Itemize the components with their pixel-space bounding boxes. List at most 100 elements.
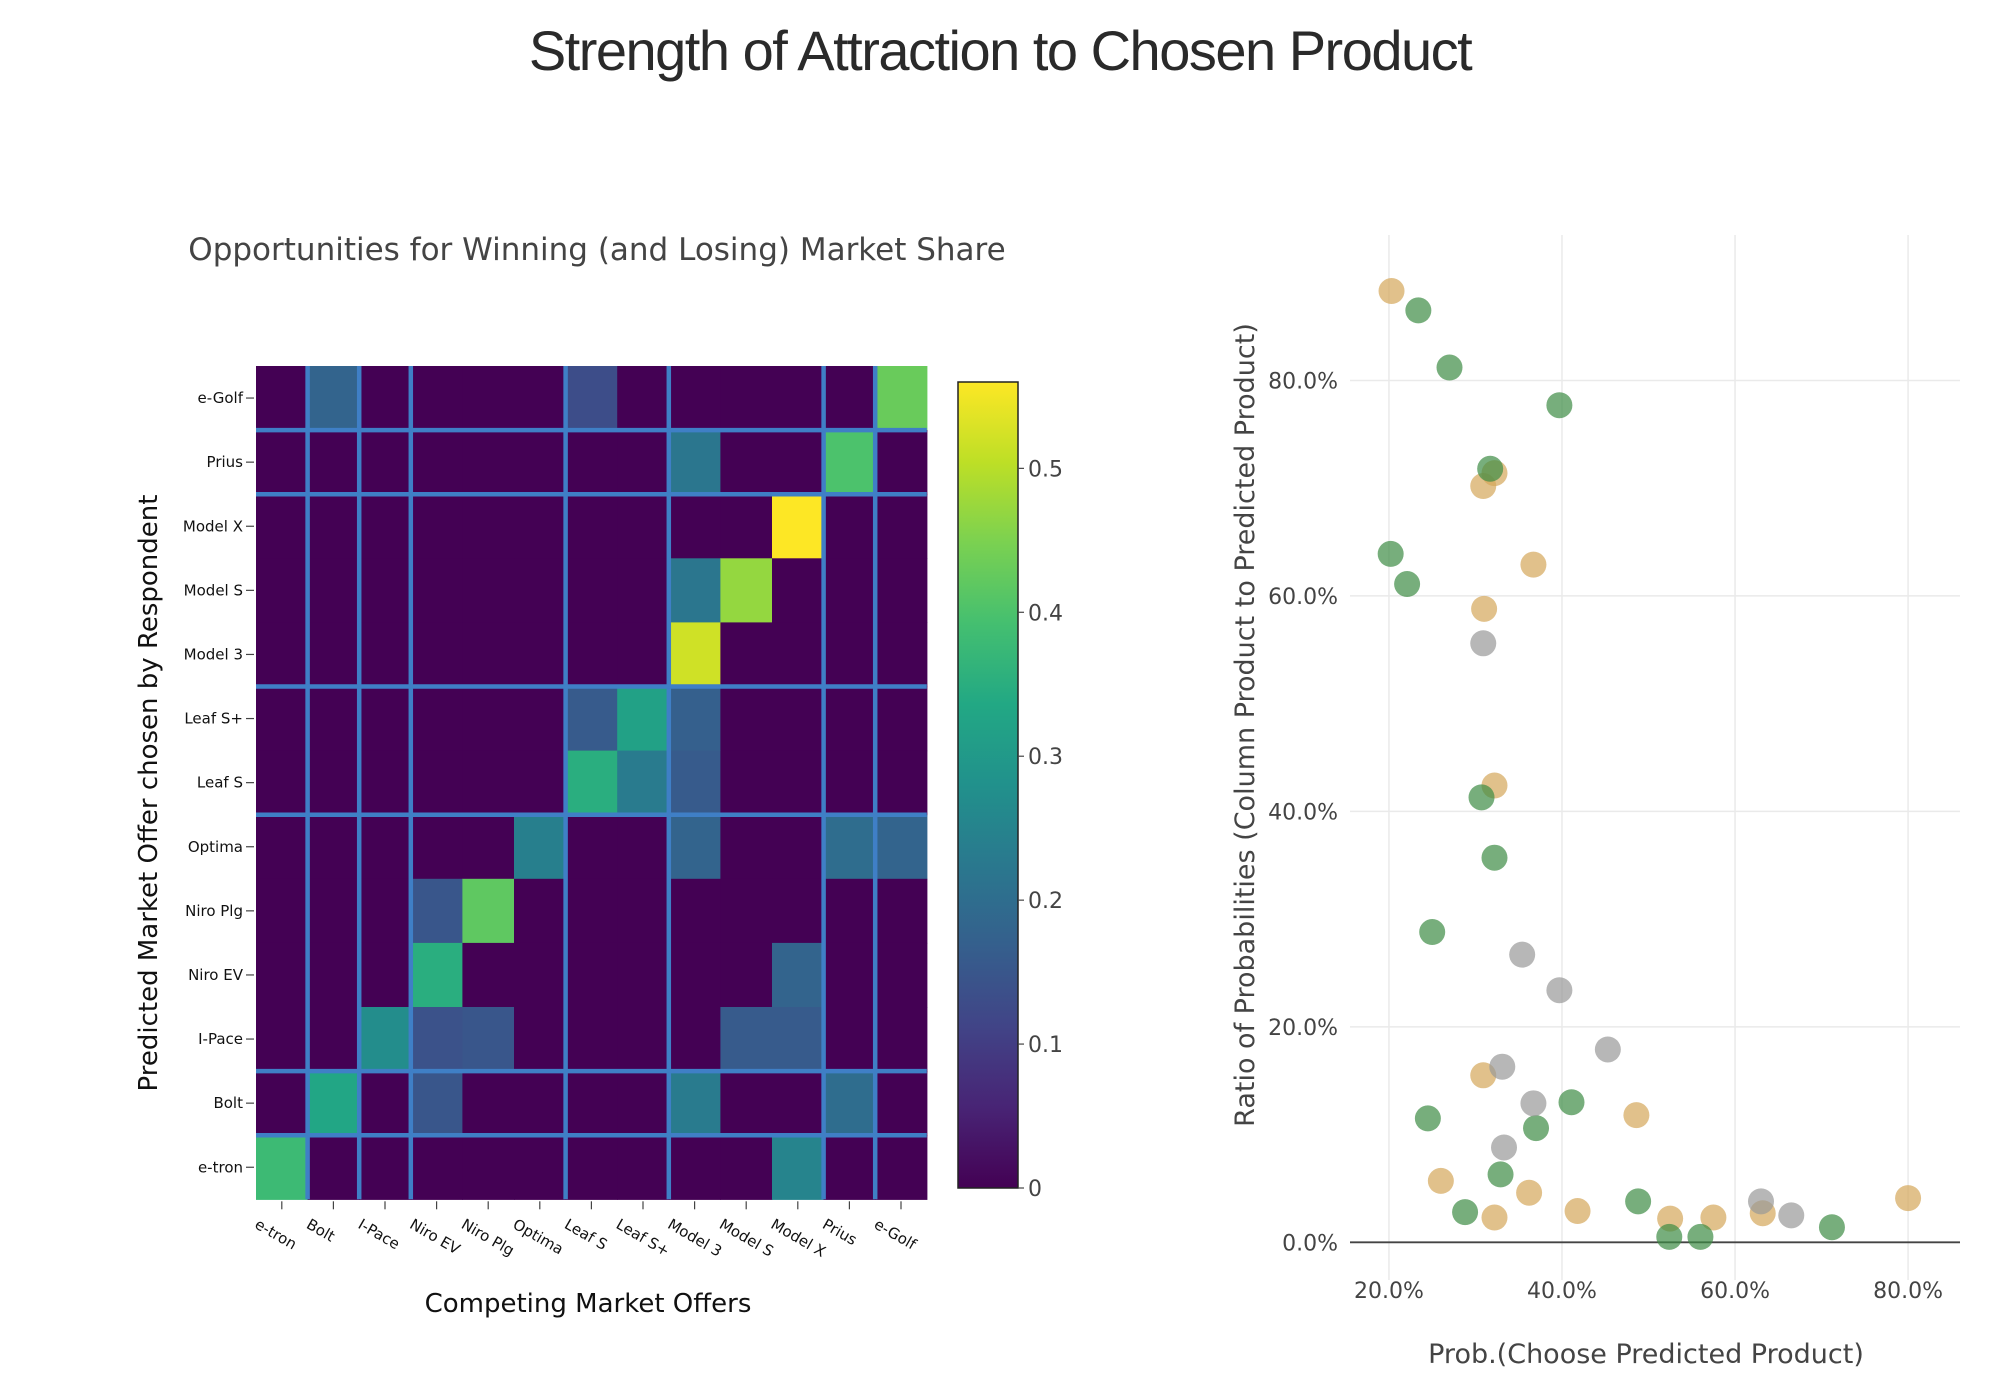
heatmap-y-ticks: e-Golf Prius Model X Model S Model 3 Leaf S+ L…: [183, 389, 254, 1176]
scatter-point: [1394, 571, 1421, 598]
heatmap-cell: [772, 686, 825, 752]
heatmap-cell: [565, 878, 618, 944]
heatmap-cell: [823, 686, 876, 752]
heatmap-cell: [514, 1135, 567, 1200]
heatmap-cell: [617, 878, 670, 944]
colorbar-tick-label: 0.3: [1028, 745, 1063, 770]
scatter-point: [1481, 1204, 1508, 1231]
scatter-y-tick-label: 60.0%: [1268, 585, 1338, 610]
heatmap-cell: [668, 878, 721, 944]
heatmap-x-tick-label: e-tron: [252, 1215, 300, 1253]
heatmap-cell: [565, 494, 618, 559]
heatmap-cell: [514, 1007, 567, 1072]
heatmap-cell: [462, 1135, 515, 1200]
heatmap-cell: [668, 1071, 721, 1136]
heatmap-cell: [256, 558, 309, 623]
heatmap-y-tick-label: Leaf S: [197, 774, 243, 792]
heatmap-cell: [668, 1135, 721, 1200]
heatmap-cell: [823, 814, 876, 880]
heatmap-cell: [565, 750, 618, 816]
scatter-points: [1377, 278, 1922, 1250]
heatmap-cell: [307, 366, 360, 431]
heatmap-x-tick-label: e-Golf: [871, 1215, 920, 1254]
heatmap-cell: [462, 1007, 515, 1072]
heatmap-cell: [307, 622, 360, 688]
scatter-point: [1436, 354, 1463, 381]
heatmap-cell: [256, 942, 309, 1008]
heatmap-cell: [772, 878, 825, 944]
heatmap-cell: [617, 750, 670, 816]
heatmap-cell: [307, 430, 360, 495]
heatmap-cell: [462, 750, 515, 816]
heatmap-cell: [514, 366, 567, 431]
scatter-point: [1623, 1102, 1650, 1129]
heatmap-cell: [617, 430, 670, 495]
scatter-y-ticks: 0.0% 20.0% 40.0% 60.0% 80.0%: [1268, 369, 1338, 1256]
heatmap-cell: [720, 1135, 773, 1200]
heatmap-cell: [307, 942, 360, 1008]
heatmap-cell: [307, 750, 360, 816]
heatmap-cell: [565, 686, 618, 752]
heatmap-cell: [617, 366, 670, 431]
heatmap-cell: [720, 942, 773, 1008]
scatter-point: [1471, 595, 1498, 622]
heatmap-cell: [565, 558, 618, 623]
heatmap-cell: [410, 814, 463, 880]
scatter-point: [1700, 1204, 1727, 1231]
scatter-point: [1558, 1089, 1585, 1116]
colorbar-tick-label: 0.1: [1028, 1033, 1063, 1058]
heatmap-cell: [410, 942, 463, 1008]
heatmap-cell: [307, 878, 360, 944]
scatter-point: [1481, 844, 1508, 871]
heatmap-cell: [359, 430, 412, 495]
heatmap-cell: [565, 1071, 618, 1136]
heatmap-cell: [410, 430, 463, 495]
heatmap-cell: [462, 366, 515, 431]
heatmap-cell: [772, 1007, 825, 1072]
heatmap-cell: [668, 750, 721, 816]
heatmap-y-tick-label: e-Golf: [198, 389, 244, 407]
scatter-y-tick-label: 0.0%: [1282, 1231, 1338, 1256]
heatmap-cell: [875, 1007, 928, 1072]
heatmap-cell: [668, 494, 721, 559]
heatmap-x-tick-label: Model 3: [665, 1215, 725, 1260]
colorbar-ticks: 0 0.1 0.2 0.3 0.4 0.5: [1018, 457, 1063, 1202]
heatmap-cell: [307, 814, 360, 880]
heatmap-cell: [617, 558, 670, 623]
heatmap-cell: [410, 686, 463, 752]
scatter-y-axis-label: Ratio of Probabilities (Column Product t…: [1230, 323, 1261, 1127]
heatmap-y-tick-label: Prius: [207, 453, 244, 471]
scatter-point: [1778, 1202, 1805, 1229]
heatmap-y-tick-label: e-tron: [198, 1158, 243, 1176]
colorbar-tick-label: 0.5: [1028, 457, 1063, 482]
heatmap-cell: [875, 494, 928, 559]
heatmap-cells: [256, 366, 928, 1200]
heatmap-cell: [410, 1135, 463, 1200]
heatmap-y-tick-label: Optima: [188, 838, 243, 856]
scatter-x-ticks: 20.0% 40.0% 60.0% 80.0%: [1354, 1279, 1943, 1304]
heatmap-cell: [307, 1071, 360, 1136]
heatmap-cell: [514, 558, 567, 623]
heatmap-cell: [307, 1007, 360, 1072]
heatmap-cell: [772, 622, 825, 688]
heatmap-cell: [565, 1007, 618, 1072]
heatmap-cell: [875, 686, 928, 752]
heatmap-cell: [462, 942, 515, 1008]
scatter-point: [1594, 1036, 1621, 1063]
heatmap-cell: [617, 942, 670, 1008]
scatter-point: [1523, 1115, 1550, 1142]
heatmap-cell: [256, 750, 309, 816]
heatmap-cell: [668, 366, 721, 431]
heatmap-cell: [307, 494, 360, 559]
heatmap-x-tick-label: Model X: [768, 1215, 829, 1261]
scatter-point: [1378, 278, 1405, 305]
heatmap-cell: [668, 686, 721, 752]
heatmap-y-tick-label: Niro Plg: [185, 902, 243, 920]
heatmap-cell: [359, 494, 412, 559]
heatmap-cell: [823, 878, 876, 944]
heatmap-y-axis-label: Predicted Market Offer chosen by Respond…: [134, 495, 164, 1092]
heatmap-cell: [565, 1135, 618, 1200]
heatmap-y-tick-label: Model X: [183, 517, 243, 535]
scatter-point: [1564, 1198, 1591, 1225]
heatmap-cell: [720, 430, 773, 495]
